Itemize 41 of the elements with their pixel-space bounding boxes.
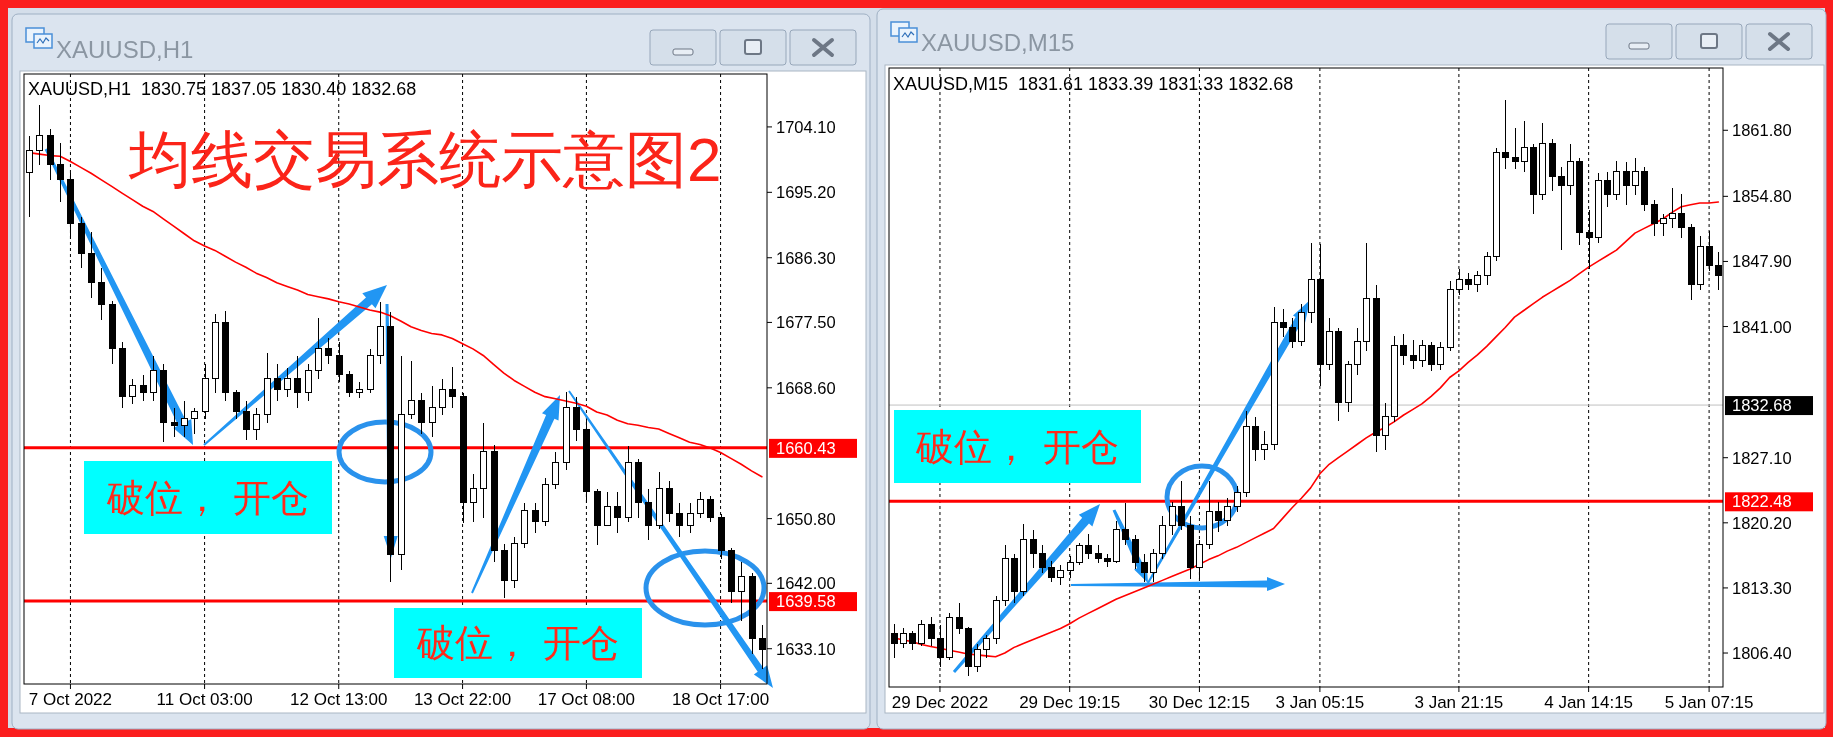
x-tick-label: 17 Oct 08:00 (537, 690, 636, 709)
annotation: 破位， 开仓 (105, 475, 310, 520)
y-tick-label: 1642.00 (776, 574, 836, 593)
x-tick-label: 4 Jan 14:15 (1544, 693, 1634, 712)
chart-subtitle: XAUUSD,M15 1831.61 1833.39 1831.33 1832.68 (893, 74, 1294, 94)
annotation: 破位， 开仓 (915, 424, 1119, 469)
y-tick-label: 1854.80 (1732, 187, 1792, 206)
chart-title: XAUUSD,H1 (56, 36, 194, 63)
annotation: 均线交易系统示意图2 (128, 125, 722, 194)
ref-line-label: 1822.48 (1732, 492, 1792, 511)
x-tick-label: 29 Dec 19:15 (1019, 693, 1121, 712)
y-tick-label: 1633.10 (776, 639, 836, 658)
y-tick-label: 1668.60 (776, 378, 836, 397)
y-tick-label: 1861.80 (1732, 121, 1792, 140)
x-tick-label: 30 Dec 12:15 (1148, 693, 1250, 712)
y-tick-label: 1820.20 (1732, 513, 1792, 532)
x-tick-label: 18 Oct 17:00 (671, 690, 770, 709)
x-tick-label: 13 Oct 22:00 (413, 690, 512, 709)
y-tick-label: 1686.30 (776, 248, 836, 267)
x-tick-label: 12 Oct 13:00 (290, 690, 388, 709)
y-tick-label: 1677.50 (776, 313, 836, 332)
x-tick-label: 11 Oct 03:00 (156, 690, 253, 709)
annotation: 破位， 开仓 (415, 621, 620, 665)
x-tick-label: 3 Jan 05:15 (1275, 693, 1365, 712)
chart-title: XAUUSD,M15 (921, 29, 1075, 56)
x-tick-label: 3 Jan 21:15 (1414, 693, 1504, 712)
y-tick-label: 1695.20 (776, 183, 836, 202)
y-tick-label: 1841.00 (1732, 317, 1792, 336)
y-tick-label: 1813.30 (1732, 578, 1792, 597)
ref-line-label: 1639.58 (776, 592, 836, 611)
x-tick-label: 5 Jan 07:15 (1664, 693, 1754, 712)
y-tick-label: 1704.10 (776, 117, 836, 136)
chart-subtitle: XAUUSD,H1 1830.75 1837.05 1830.40 1832.68 (28, 79, 417, 99)
y-tick-label: 1827.10 (1732, 448, 1792, 467)
ref-line-label: 1832.68 (1732, 396, 1792, 415)
y-tick-label: 1806.40 (1732, 644, 1792, 663)
x-tick-label: 7 Oct 2022 (28, 690, 113, 709)
ref-line-label: 1660.43 (776, 438, 836, 457)
y-tick-label: 1847.90 (1732, 252, 1792, 271)
y-tick-label: 1650.80 (776, 509, 836, 528)
x-tick-label: 29 Dec 2022 (891, 693, 989, 712)
